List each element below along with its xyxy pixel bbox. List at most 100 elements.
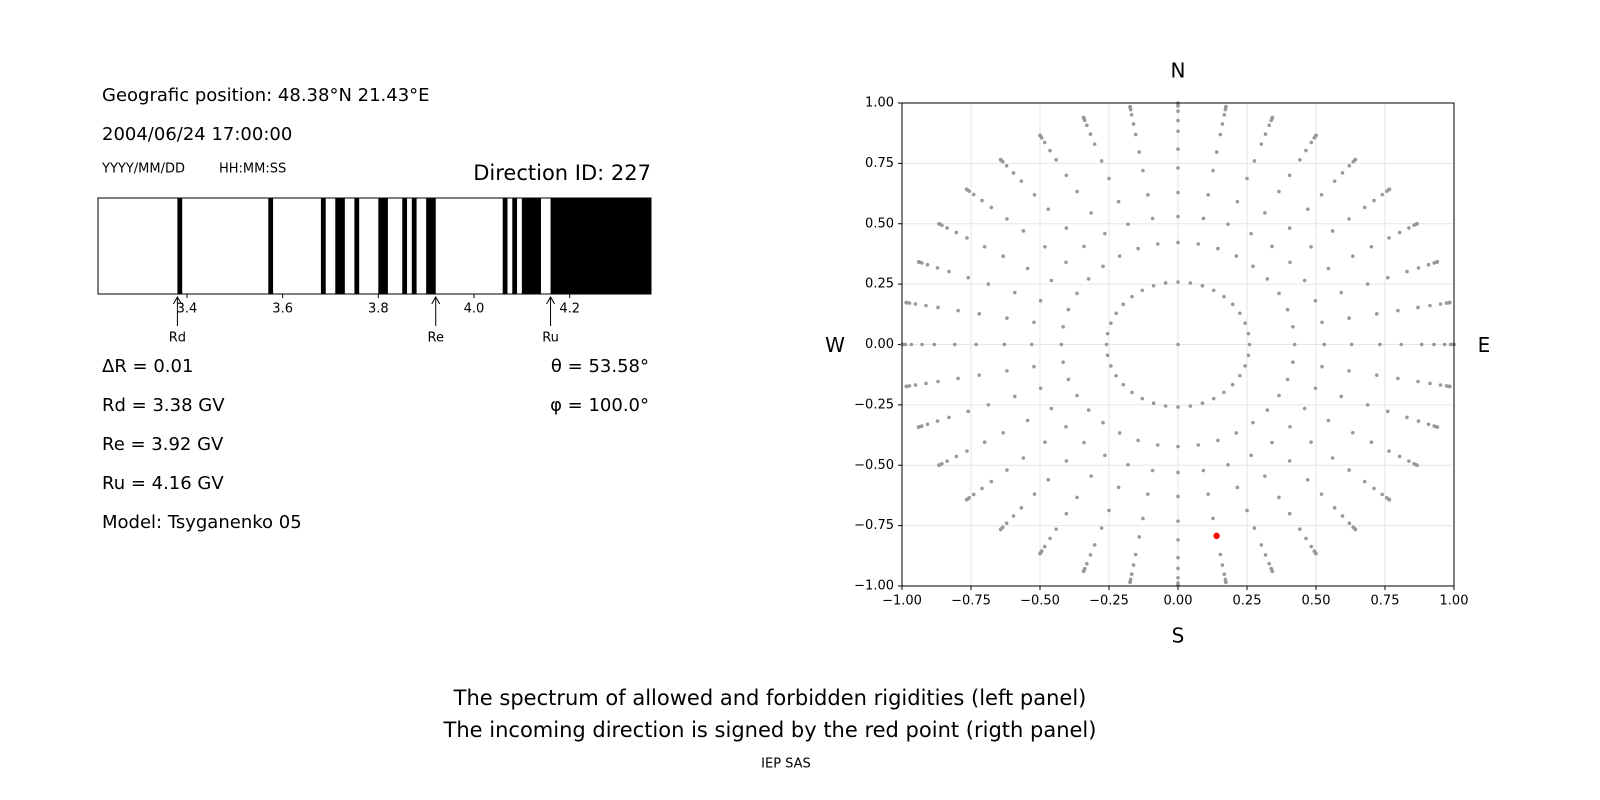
grid-point: [1426, 422, 1431, 427]
x-tick-label: 0.25: [1233, 594, 1262, 609]
marker-label: Re: [428, 331, 444, 346]
grid-point: [965, 236, 969, 240]
grid-point: [1235, 199, 1240, 204]
grid-point: [1114, 373, 1118, 378]
position: Geografic position: 48.38°N 21.43°E: [102, 85, 430, 106]
grid-point: [1155, 242, 1160, 246]
grid-point: [1049, 406, 1054, 411]
grid-point: [1374, 312, 1379, 316]
grid-point: [980, 486, 984, 491]
grid-point: [1259, 142, 1264, 146]
grid-point: [924, 303, 928, 308]
grid-point: [1131, 563, 1136, 567]
grid-point: [1305, 478, 1310, 482]
grid-point: [1347, 217, 1351, 221]
grid-point: [1176, 555, 1180, 560]
grid-point: [1226, 462, 1230, 467]
grid-point: [1025, 418, 1030, 423]
grid-point: [1372, 486, 1376, 491]
grid-point: [965, 449, 969, 453]
grid-point: [1066, 377, 1071, 382]
grid-point: [1270, 244, 1274, 249]
grid-point: [1001, 431, 1005, 435]
grid-point: [964, 497, 969, 502]
result: Model: Tsyganenko 05: [102, 512, 302, 533]
forbidden-band: [320, 198, 326, 294]
y-tick-label: 0.50: [865, 216, 894, 231]
grid-point: [1249, 453, 1253, 458]
grid-point: [1021, 456, 1026, 460]
grid-point: [1176, 190, 1180, 195]
grid-point: [1004, 164, 1009, 168]
datetime: 2004/06/24 17:00:00: [102, 124, 292, 145]
grid-point: [1263, 553, 1268, 557]
grid-point: [956, 308, 960, 313]
grid-point: [977, 312, 982, 316]
grid-point: [1061, 360, 1065, 365]
grid-point: [1222, 572, 1227, 577]
grid-point: [1432, 342, 1436, 347]
grid-point: [1277, 393, 1281, 398]
grid-point: [1438, 383, 1443, 387]
grid-point: [1121, 382, 1126, 387]
grid-point: [1064, 511, 1069, 516]
grid-point: [1277, 495, 1281, 500]
grid-point: [1150, 468, 1155, 473]
grid-point: [1386, 275, 1390, 280]
grid-point: [980, 198, 984, 203]
x-tick-label: 3.4: [177, 302, 198, 317]
grid-point: [1046, 207, 1051, 211]
grid-point: [1365, 282, 1370, 286]
grid-point: [966, 409, 970, 414]
grid-point: [1339, 394, 1344, 399]
grid-point: [1320, 320, 1324, 325]
grid-point: [1064, 459, 1069, 463]
arrow-head: [431, 295, 441, 305]
grid-point: [1320, 364, 1324, 369]
grid-point: [1369, 440, 1374, 444]
grid-point: [1326, 266, 1331, 271]
grid-point: [1163, 404, 1168, 408]
grid-point: [1121, 302, 1126, 307]
forbidden-band: [411, 198, 417, 294]
grid-point: [1291, 360, 1295, 365]
grid-point: [1089, 474, 1093, 478]
grid-point: [1246, 353, 1251, 358]
grid-point: [954, 454, 959, 459]
grid-point: [1302, 406, 1307, 411]
grid-point: [1442, 342, 1447, 347]
grid-point: [1265, 277, 1270, 281]
result: φ = 100.0°: [550, 395, 649, 416]
y-tick-label: 0.75: [865, 156, 894, 171]
grid-point: [1176, 166, 1180, 170]
grid-point: [1012, 290, 1017, 295]
grid-point: [1101, 264, 1105, 269]
grid-point: [1222, 294, 1226, 299]
grid-point: [1176, 575, 1180, 580]
grid-point: [1004, 521, 1009, 525]
result: θ = 53.58°: [551, 356, 649, 377]
grid-point: [1277, 189, 1281, 194]
compass-label: E: [1478, 333, 1491, 357]
grid-point: [1176, 494, 1180, 499]
grid-point: [935, 419, 940, 423]
grid-point: [1330, 229, 1335, 233]
grid-point: [986, 282, 991, 286]
grid-point: [1029, 342, 1034, 347]
grid-point: [1211, 396, 1216, 401]
grid-point: [1230, 302, 1235, 307]
grid-point: [1314, 551, 1318, 556]
grid-point: [1224, 580, 1228, 585]
credit: IEP SAS: [761, 757, 811, 772]
grid-point: [1025, 266, 1030, 271]
plot-frame: [901, 102, 1455, 587]
result: ΔR = 0.01: [102, 356, 193, 377]
grid-point: [1130, 294, 1134, 299]
forbidden-band: [354, 198, 360, 294]
grid-point: [1216, 246, 1220, 251]
grid-point: [1200, 401, 1205, 406]
grid-point: [1220, 563, 1225, 567]
grid-point: [1188, 404, 1193, 408]
grid-point: [1176, 519, 1180, 523]
grid-point: [1387, 449, 1391, 453]
